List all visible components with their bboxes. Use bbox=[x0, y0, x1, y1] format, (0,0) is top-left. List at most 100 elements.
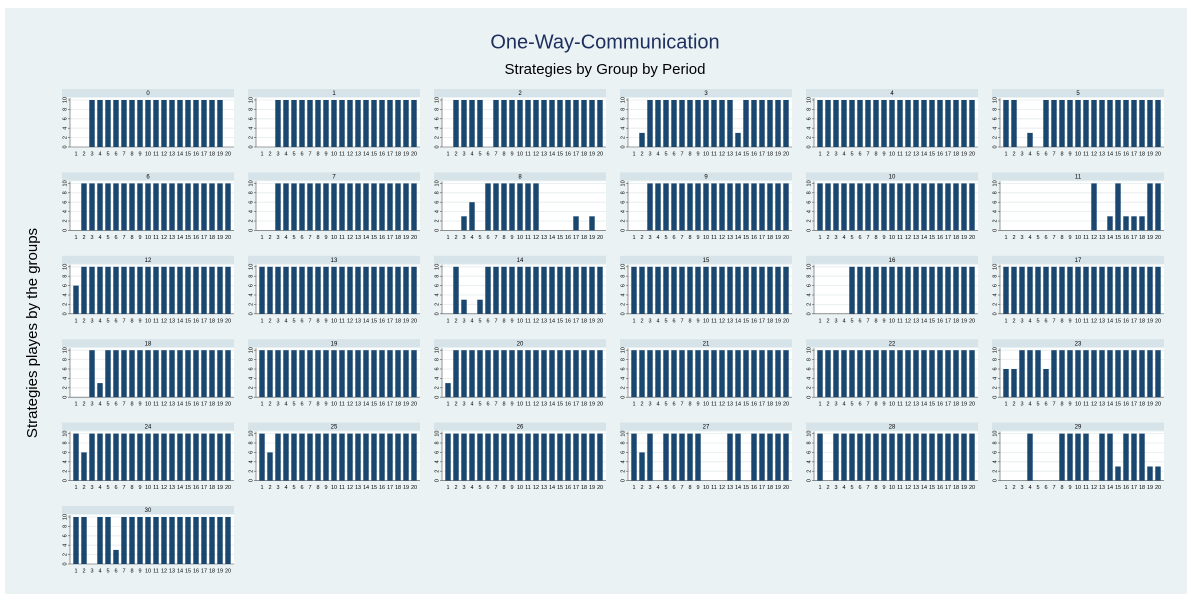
y-tick-label: 0 bbox=[620, 229, 626, 232]
y-tick-label: 4 bbox=[806, 377, 812, 380]
bar bbox=[743, 266, 749, 314]
y-tick-label: 0 bbox=[992, 229, 998, 232]
x-tick-label: 2 bbox=[826, 318, 829, 324]
panel-title: 21 bbox=[703, 341, 710, 347]
x-tick-label: 20 bbox=[969, 235, 975, 241]
x-tick-label: 7 bbox=[1052, 318, 1055, 324]
x-tick-label: 20 bbox=[783, 318, 789, 324]
x-tick-label: 12 bbox=[1091, 485, 1097, 491]
x-tick-label: 18 bbox=[953, 151, 959, 157]
bar bbox=[751, 266, 757, 314]
x-tick-label: 18 bbox=[767, 318, 773, 324]
bar bbox=[299, 100, 305, 147]
x-tick-label: 3 bbox=[648, 235, 651, 241]
x-tick-label: 14 bbox=[177, 485, 183, 491]
x-tick-label: 8 bbox=[130, 151, 133, 157]
x-tick-label: 20 bbox=[411, 151, 417, 157]
bar bbox=[209, 266, 215, 314]
bar bbox=[493, 433, 499, 481]
x-tick-label: 10 bbox=[145, 568, 151, 574]
y-tick-label: 6 bbox=[248, 117, 254, 120]
x-tick-label: 9 bbox=[324, 402, 327, 408]
x-tick-label: 10 bbox=[517, 402, 523, 408]
y-tick-label: 8 bbox=[806, 441, 812, 444]
x-tick-label: 11 bbox=[711, 151, 717, 157]
x-tick-label: 15 bbox=[557, 318, 563, 324]
bar bbox=[727, 266, 733, 314]
y-tick-label: 8 bbox=[62, 525, 68, 528]
bar bbox=[169, 433, 175, 481]
panel-header bbox=[248, 339, 420, 348]
x-tick-label: 8 bbox=[502, 402, 505, 408]
panel-header bbox=[62, 339, 234, 348]
bar bbox=[355, 433, 361, 481]
bar bbox=[161, 350, 167, 398]
x-tick-label: 8 bbox=[688, 485, 691, 491]
x-tick-label: 18 bbox=[581, 402, 587, 408]
x-tick-label: 10 bbox=[331, 151, 337, 157]
x-tick-label: 10 bbox=[517, 151, 523, 157]
bar bbox=[945, 183, 951, 231]
bar bbox=[259, 350, 265, 398]
x-tick-label: 2 bbox=[640, 402, 643, 408]
y-tick-label: 8 bbox=[806, 275, 812, 278]
bar bbox=[735, 350, 741, 398]
bar bbox=[193, 517, 199, 564]
x-tick-label: 9 bbox=[510, 485, 513, 491]
bar bbox=[663, 183, 669, 231]
x-tick-label: 12 bbox=[905, 318, 911, 324]
bar bbox=[477, 433, 483, 481]
y-tick-label: 0 bbox=[806, 479, 812, 482]
x-tick-label: 6 bbox=[858, 151, 861, 157]
bar bbox=[857, 183, 863, 231]
bar bbox=[315, 100, 321, 147]
x-tick-label: 2 bbox=[82, 235, 85, 241]
bar bbox=[711, 266, 717, 314]
bar bbox=[477, 100, 483, 147]
bar bbox=[339, 350, 345, 398]
bar bbox=[323, 100, 329, 147]
bar bbox=[347, 266, 353, 314]
y-tick-label: 4 bbox=[992, 377, 998, 380]
panel-title: 10 bbox=[889, 174, 896, 180]
x-tick-label: 19 bbox=[775, 485, 781, 491]
bar bbox=[113, 549, 119, 564]
x-tick-label: 5 bbox=[478, 402, 481, 408]
x-tick-label: 14 bbox=[363, 318, 369, 324]
panel-header bbox=[806, 255, 978, 264]
bar bbox=[631, 266, 637, 314]
x-tick-label: 16 bbox=[379, 151, 385, 157]
bar bbox=[525, 433, 531, 481]
x-tick-label: 11 bbox=[153, 235, 159, 241]
y-tick-label: 10 bbox=[248, 431, 254, 437]
y-tick-label: 4 bbox=[992, 460, 998, 463]
bar bbox=[461, 216, 467, 231]
x-tick-label: 18 bbox=[953, 402, 959, 408]
x-tick-label: 19 bbox=[403, 151, 409, 157]
x-tick-label: 15 bbox=[185, 568, 191, 574]
bar bbox=[881, 100, 887, 147]
bar bbox=[137, 433, 143, 481]
x-tick-label: 19 bbox=[775, 318, 781, 324]
x-tick-label: 17 bbox=[759, 485, 765, 491]
x-tick-label: 7 bbox=[866, 318, 869, 324]
x-tick-label: 6 bbox=[300, 318, 303, 324]
y-tick-label: 2 bbox=[992, 136, 998, 139]
bar bbox=[379, 183, 385, 231]
bar bbox=[331, 350, 337, 398]
x-tick-label: 12 bbox=[533, 235, 539, 241]
y-tick-label: 6 bbox=[806, 367, 812, 370]
x-tick-label: 1 bbox=[74, 568, 77, 574]
bar bbox=[225, 433, 231, 481]
x-tick-label: 9 bbox=[1068, 402, 1071, 408]
panel-title: 18 bbox=[145, 341, 152, 347]
x-tick-label: 11 bbox=[897, 235, 903, 241]
x-tick-label: 12 bbox=[161, 568, 167, 574]
y-tick-label: 10 bbox=[806, 431, 812, 437]
bar bbox=[387, 266, 393, 314]
y-tick-label: 2 bbox=[992, 386, 998, 389]
x-tick-label: 9 bbox=[882, 485, 885, 491]
bar bbox=[299, 433, 305, 481]
bar bbox=[105, 350, 111, 398]
bar bbox=[509, 266, 515, 314]
